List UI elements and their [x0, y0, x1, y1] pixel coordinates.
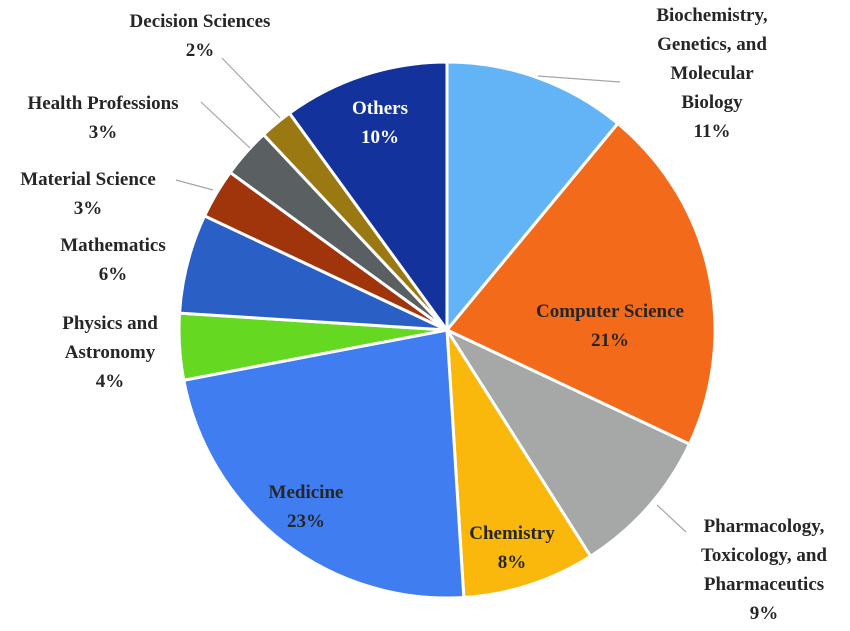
slice-category-label: Health Professions [27, 93, 178, 114]
slice-category-label: Medicine [269, 482, 344, 503]
leader-line-pharmacology-toxicology-and-pharmaceutics [656, 504, 687, 533]
slice-category-label: Physics and [62, 313, 158, 334]
leader-line-biochemistry-genetics-and-molecular-biology [537, 75, 621, 83]
slice-label-chemistry: Chemistry 8% [469, 523, 555, 573]
slice-category-label: Chemistry [469, 523, 555, 544]
leader-line-decision-sciences [221, 57, 281, 119]
slice-value-label: 11% [694, 121, 731, 142]
slice-value-label: 3% [74, 198, 103, 219]
slice-label-decision-sciences: Decision Sciences 2% [130, 11, 271, 61]
slice-value-label: 2% [186, 40, 215, 61]
slice-label-material-science: Material Science 3% [20, 169, 156, 219]
slice-category-label: Genetics, and [657, 34, 767, 55]
slice-value-label: 21% [591, 330, 629, 351]
slice-category-label: Biochemistry, [656, 5, 768, 26]
slice-label-medicine: Medicine 23% [269, 482, 344, 532]
slice-category-label: Pharmaceutics [704, 574, 824, 595]
slice-label-others: Others 10% [352, 98, 408, 148]
pie-slice-medicine [182, 328, 466, 600]
slice-value-label: 10% [361, 127, 399, 148]
slice-labels: Biochemistry, Genetics, and Molecular Biolo… [20, 5, 827, 624]
slice-category-label: Astronomy [65, 342, 156, 363]
pie-slice-others [287, 60, 449, 332]
slice-category-label: Material Science [20, 169, 156, 190]
slice-label-health-professions: Health Professions 3% [27, 93, 178, 143]
slice-value-label: 23% [287, 511, 325, 532]
slice-label-mathematics: Mathematics 6% [60, 235, 166, 285]
pie-slice-computer-science [445, 122, 717, 446]
slice-category-label: Mathematics [60, 235, 166, 256]
slice-category-label: Computer Science [536, 301, 684, 322]
pie-slice-chemistry [445, 328, 593, 599]
slice-category-label: Decision Sciences [130, 11, 271, 32]
pie-slices [177, 60, 717, 600]
slice-value-label: 9% [750, 603, 779, 624]
slice-category-label: Toxicology, and [701, 545, 827, 566]
slice-label-physics-and-astronomy: Physics and Astronomy 4% [62, 313, 158, 392]
leader-line-material-science [175, 179, 214, 191]
pie-slice-biochemistry-genetics-and-molecular-biology [445, 60, 620, 332]
slice-label-computer-science: Computer Science 21% [536, 301, 684, 351]
leader-line-health-professions [200, 101, 251, 149]
slice-value-label: 3% [89, 122, 118, 143]
slice-value-label: 6% [99, 264, 128, 285]
slice-category-label: Biology [681, 92, 743, 113]
slice-category-label: Molecular [670, 63, 754, 84]
leader-lines [175, 57, 687, 533]
slice-value-label: 4% [96, 371, 125, 392]
slice-label-biochemistry-genetics-and-molecular-biology: Biochemistry, Genetics, and Molecular Biolo… [656, 5, 768, 142]
slice-category-label: Pharmacology, [704, 516, 825, 537]
slice-value-label: 8% [498, 552, 527, 573]
pie-slice-pharmacology-toxicology-and-pharmaceutics [445, 328, 691, 558]
slice-category-label: Others [352, 98, 408, 119]
slice-label-pharmacology-toxicology-and-pharmaceutics: Pharmacology, Toxicology, and Pharmaceutic… [701, 516, 827, 624]
